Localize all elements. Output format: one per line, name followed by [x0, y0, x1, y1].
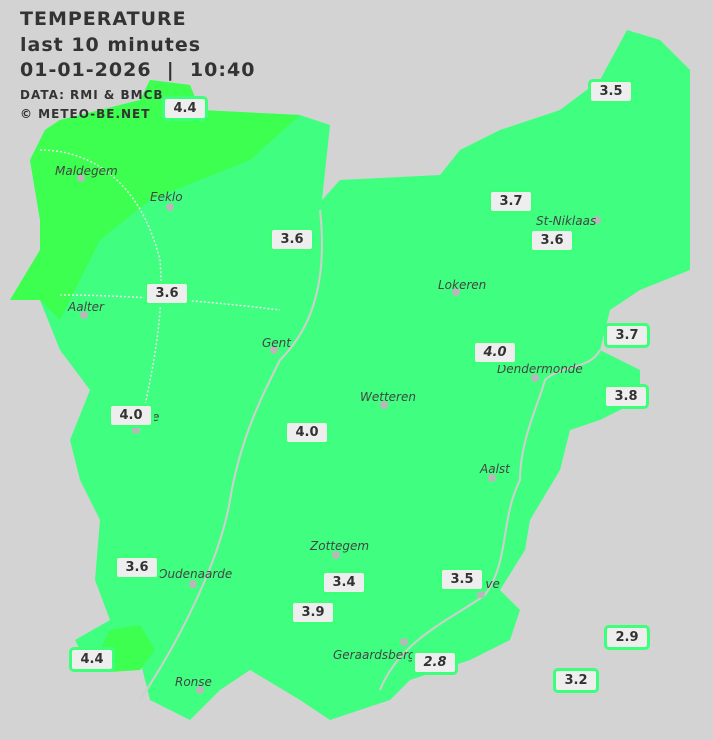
- warm-zone-northwest: [10, 80, 300, 320]
- city-marker: [166, 203, 174, 211]
- city-marker: [400, 638, 408, 646]
- station-temperature-label[interactable]: 2.9: [604, 625, 650, 650]
- copyright: © METEO-BE.NET: [20, 107, 151, 121]
- station-temperature-label[interactable]: 4.4: [69, 647, 115, 672]
- map-datetime: 01-01-2026 | 10:40: [20, 59, 256, 81]
- river-leie: [139, 209, 323, 701]
- city-marker: [380, 401, 388, 409]
- city-label: Aalst: [480, 462, 510, 476]
- city-marker: [196, 686, 204, 694]
- city-marker: [189, 580, 197, 588]
- station-temperature-label[interactable]: 3.9: [290, 600, 336, 625]
- station-temperature-label[interactable]: 3.6: [529, 228, 575, 253]
- city-label: Geraardsberg: [333, 648, 416, 662]
- station-temperature-label[interactable]: 4.4: [162, 96, 208, 121]
- station-temperature-label[interactable]: 3.8: [603, 384, 649, 409]
- city-label: Lokeren: [438, 278, 487, 292]
- city-marker: [531, 374, 539, 382]
- station-temperature-label[interactable]: 3.5: [588, 79, 634, 104]
- city-marker: [452, 288, 460, 296]
- city-label: Dendermonde: [497, 362, 583, 376]
- data-source: DATA: RMI & BMCB: [20, 88, 164, 102]
- city-label: St-Niklaas: [536, 214, 597, 228]
- city-label: e: [152, 410, 160, 424]
- city-label: Maldegem: [55, 164, 118, 178]
- city-marker: [332, 551, 340, 559]
- city-marker: [77, 174, 85, 182]
- station-temperature-label[interactable]: 3.4: [321, 570, 367, 595]
- station-temperature-label[interactable]: 2.8: [412, 650, 458, 675]
- city-label: Wetteren: [360, 390, 416, 404]
- city-marker: [270, 346, 278, 354]
- city-marker: [593, 216, 601, 224]
- station-temperature-label[interactable]: 3.7: [488, 189, 534, 214]
- station-temperature-label[interactable]: 3.6: [114, 555, 160, 580]
- station-temperature-label[interactable]: 4.0: [284, 420, 330, 445]
- city-label: Zottegem: [310, 539, 370, 553]
- station-temperature-label[interactable]: 4.0: [108, 403, 154, 428]
- city-label: Aalter: [68, 300, 104, 314]
- station-temperature-label[interactable]: 3.5: [439, 567, 485, 592]
- station-temperature-label[interactable]: 3.2: [553, 668, 599, 693]
- canal-dotted: [39, 149, 281, 431]
- city-label: Eeklo: [150, 190, 183, 204]
- station-temperature-label[interactable]: 4.0: [472, 340, 518, 365]
- station-temperature-label[interactable]: 3.7: [604, 323, 650, 348]
- map-period: last 10 minutes: [20, 34, 202, 56]
- city-label: Ronse: [175, 675, 212, 689]
- city-label: Gent: [262, 336, 291, 350]
- city-label: Oudenaarde: [158, 567, 233, 581]
- city-marker: [132, 426, 140, 434]
- city-marker: [488, 474, 496, 482]
- map-title: TEMPERATURE: [20, 8, 187, 30]
- station-temperature-label[interactable]: 3.6: [144, 281, 190, 306]
- city-marker: [80, 311, 88, 319]
- river-scheldt: [379, 349, 601, 691]
- station-temperature-label[interactable]: 3.6: [269, 227, 315, 252]
- city-marker: [477, 590, 485, 598]
